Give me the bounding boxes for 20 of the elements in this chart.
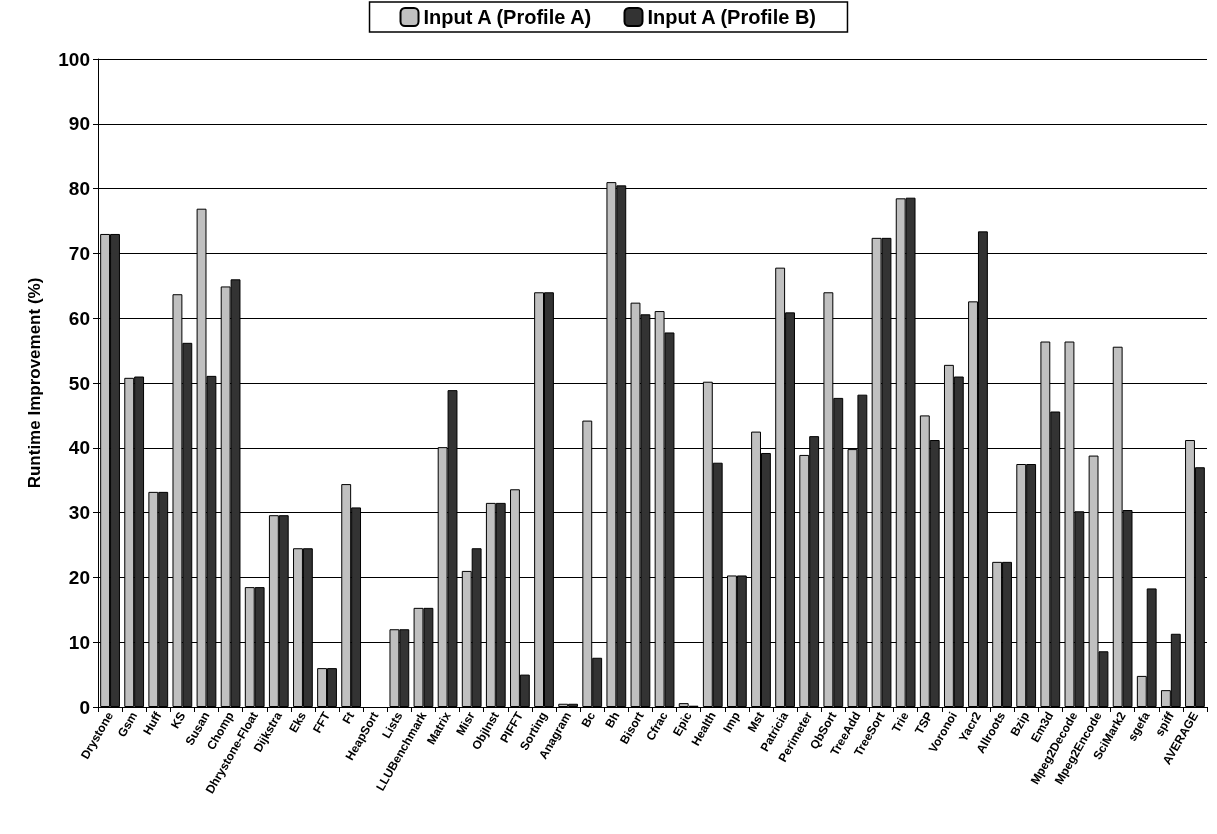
y-tick-label: 100 (58, 48, 90, 70)
x-tick-label: Bh (602, 709, 623, 731)
y-tick-label: 50 (68, 372, 90, 394)
y-axis-title: Runtime Improvement (%) (25, 277, 44, 489)
y-tick-label: 30 (68, 502, 90, 524)
y-tick-label: 80 (68, 178, 90, 200)
y-tick-label: 70 (68, 242, 90, 264)
legend-label: Input A (Profile B) (647, 6, 816, 28)
x-tick-label: Eks (286, 709, 310, 735)
x-tick-label: Trie (888, 709, 912, 735)
x-tick-label: Imp (720, 709, 743, 735)
y-tick-label: 40 (68, 437, 90, 459)
legend-label: Input A (Profile A) (423, 6, 592, 28)
y-tick-label: 60 (68, 307, 90, 329)
x-tick-label: KS (167, 709, 189, 731)
y-tick-label: 90 (68, 113, 90, 135)
y-tick-label: 10 (68, 631, 90, 653)
y-tick-label: 20 (68, 566, 90, 588)
x-tick-label: Bc (578, 709, 599, 730)
y-tick-label: 0 (79, 696, 90, 718)
